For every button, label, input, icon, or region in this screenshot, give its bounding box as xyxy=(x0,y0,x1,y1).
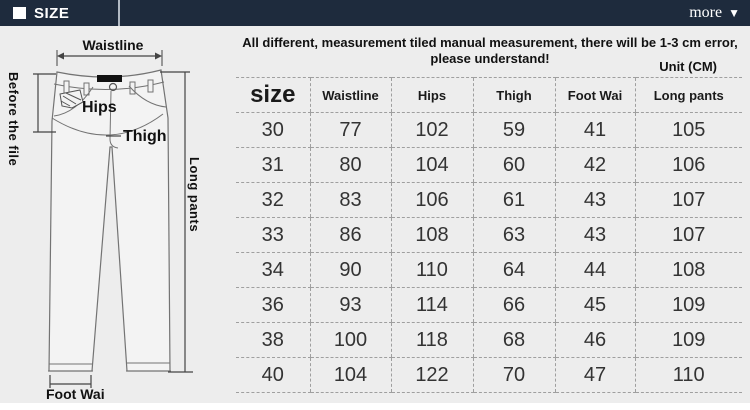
table-row: 40 104 122 70 47 110 xyxy=(236,357,742,393)
measurement-cell: 104 xyxy=(390,147,473,183)
pants-diagram-drawing xyxy=(33,50,193,388)
size-cell: 34 xyxy=(236,252,310,288)
measurement-cell: 66 xyxy=(472,287,555,323)
measurement-cell: 47 xyxy=(554,357,635,393)
size-cell: 32 xyxy=(236,182,310,218)
notice-line-1: All different, measurement tiled manual … xyxy=(242,35,738,50)
table-row: 31 80 104 60 42 106 xyxy=(236,147,742,183)
measurement-cell: 68 xyxy=(472,322,555,358)
size-cell: 36 xyxy=(236,287,310,323)
column-header-hips: Hips xyxy=(390,77,473,113)
measurement-cell: 109 xyxy=(634,287,742,323)
table-row: 34 90 110 64 44 108 xyxy=(236,252,742,288)
thigh-label: Thigh xyxy=(123,128,167,145)
measurement-cell: 43 xyxy=(554,182,635,218)
measurement-cell: 64 xyxy=(472,252,555,288)
measurement-cell: 110 xyxy=(634,357,742,393)
notice-line-2: please understand! xyxy=(430,51,550,66)
table-row: 33 86 108 63 43 107 xyxy=(236,217,742,253)
size-cell: 30 xyxy=(236,112,310,148)
more-dropdown-icon: ▼ xyxy=(728,6,740,20)
size-cell: 38 xyxy=(236,322,310,358)
measurement-cell: 114 xyxy=(390,287,473,323)
table-row: 30 77 102 59 41 105 xyxy=(236,112,742,148)
measurement-cell: 43 xyxy=(554,217,635,253)
size-table: size Waistline Hips Thigh Foot Wai Long pants… xyxy=(236,77,742,393)
measurement-cell: 61 xyxy=(472,182,555,218)
measurement-cell: 46 xyxy=(554,322,635,358)
size-table-body: 30 77 102 59 41 105 31 80 104 60 42 106 32 83 106 61 43 1… xyxy=(236,112,742,393)
measurement-cell: 70 xyxy=(472,357,555,393)
foot-wai-label: Foot Wai xyxy=(46,386,105,402)
measurement-cell: 110 xyxy=(390,252,473,288)
size-cell: 40 xyxy=(236,357,310,393)
measurement-cell: 63 xyxy=(472,217,555,253)
measurement-cell: 93 xyxy=(309,287,391,323)
table-row: 38 100 118 68 46 109 xyxy=(236,322,742,358)
more-label: more xyxy=(689,4,723,21)
hips-label: Hips xyxy=(82,99,117,116)
section-header-bar: SIZE more ▼ xyxy=(0,0,750,26)
size-cell: 33 xyxy=(236,217,310,253)
measurement-cell: 122 xyxy=(390,357,473,393)
measurement-cell: 80 xyxy=(309,147,391,183)
measurement-cell: 44 xyxy=(554,252,635,288)
measurement-cell: 102 xyxy=(390,112,473,148)
size-section-tab: SIZE xyxy=(0,0,116,26)
measurement-cell: 77 xyxy=(309,112,391,148)
before-the-file-label: Before the file xyxy=(6,72,21,167)
column-header-size: size xyxy=(236,77,310,113)
measurement-cell: 104 xyxy=(309,357,391,393)
measurement-cell: 105 xyxy=(634,112,742,148)
measurement-cell: 90 xyxy=(309,252,391,288)
bottom-spacer xyxy=(0,403,750,410)
size-table-panel: All different, measurement tiled manual … xyxy=(230,26,750,403)
header-divider xyxy=(118,0,120,26)
unit-label: Unit (CM) xyxy=(659,59,717,74)
measurement-cell: 109 xyxy=(634,322,742,358)
measurement-cell: 42 xyxy=(554,147,635,183)
measurement-cell: 106 xyxy=(390,182,473,218)
measurement-cell: 107 xyxy=(634,182,742,218)
measurement-cell: 41 xyxy=(554,112,635,148)
measurement-notice: All different, measurement tiled manual … xyxy=(230,26,750,67)
column-header-long-pants: Long pants xyxy=(634,77,742,113)
size-chart-panel: Waistline Before the file Hips Thigh Lon… xyxy=(0,26,750,410)
measurement-cell: 118 xyxy=(390,322,473,358)
more-button[interactable]: more ▼ xyxy=(689,0,740,26)
measurement-cell: 108 xyxy=(390,217,473,253)
long-pants-label: Long pants xyxy=(187,157,202,233)
measurement-cell: 60 xyxy=(472,147,555,183)
waistline-label: Waistline xyxy=(82,37,144,53)
measurement-cell: 86 xyxy=(309,217,391,253)
pants-measurement-diagram: Waistline Before the file Hips Thigh Lon… xyxy=(0,26,230,403)
measurement-cell: 106 xyxy=(634,147,742,183)
measurement-cell: 45 xyxy=(554,287,635,323)
table-row: 36 93 114 66 45 109 xyxy=(236,287,742,323)
section-title: SIZE xyxy=(34,4,70,22)
measurement-cell: 107 xyxy=(634,217,742,253)
measurement-cell: 83 xyxy=(309,182,391,218)
column-header-thigh: Thigh xyxy=(472,77,555,113)
measurement-cell: 100 xyxy=(309,322,391,358)
column-header-waistline: Waistline xyxy=(309,77,391,113)
size-table-header-row: size Waistline Hips Thigh Foot Wai Long pants xyxy=(236,77,742,113)
square-bullet-icon xyxy=(13,7,26,19)
table-row: 32 83 106 61 43 107 xyxy=(236,182,742,218)
column-header-foot-wai: Foot Wai xyxy=(554,77,635,113)
measurement-cell: 108 xyxy=(634,252,742,288)
size-cell: 31 xyxy=(236,147,310,183)
measurement-cell: 59 xyxy=(472,112,555,148)
